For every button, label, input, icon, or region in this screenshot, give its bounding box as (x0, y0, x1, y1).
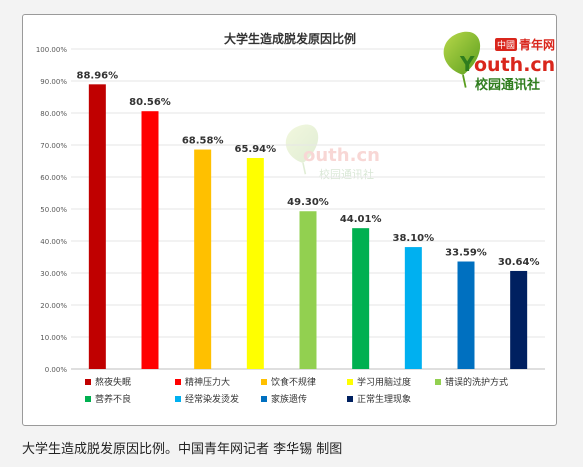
data-label: 44.01% (340, 214, 382, 225)
data-label: 49.30% (287, 197, 329, 208)
logo-domain: outh.cn (474, 54, 555, 76)
y-tick-label: 0.00% (45, 366, 68, 374)
legend-label: 精神压力大 (185, 376, 230, 388)
y-tick-label: 90.00% (40, 78, 67, 86)
data-label: 68.58% (182, 136, 224, 147)
y-tick-label: 50.00% (40, 206, 67, 214)
leaf-stem (462, 74, 467, 88)
legend-swatch (435, 379, 441, 385)
logo-initial: Y (459, 52, 475, 76)
watermark-subtitle: 校园通讯社 (319, 167, 374, 181)
legend-swatch (85, 379, 91, 385)
y-tick-label: 100.00% (36, 46, 67, 54)
logo-badge (495, 38, 517, 51)
y-tick-label: 60.00% (40, 174, 67, 182)
data-label: 38.10% (393, 233, 435, 244)
bar (88, 84, 106, 369)
bar (246, 157, 264, 369)
legend-swatch (347, 379, 353, 385)
ginkgo-leaf-icon (443, 31, 481, 76)
chart-frame: outh.cn 校园通讯社 0.00% 10.00% 20.00% 30.00% 40.0… (22, 14, 557, 426)
logo-name: 青年网 (519, 37, 555, 52)
data-label: 65.94% (235, 144, 277, 155)
legend-swatch (261, 396, 267, 402)
legend-swatch (175, 396, 181, 402)
data-label: 80.56% (129, 97, 171, 108)
bar (457, 261, 475, 369)
legend-label: 营养不良 (95, 393, 131, 405)
bar (352, 228, 370, 369)
y-tick-label: 70.00% (40, 142, 67, 150)
legend-swatch (261, 379, 267, 385)
legend-label: 家族遗传 (271, 393, 307, 405)
data-label: 33.59% (445, 248, 487, 259)
bar (404, 247, 422, 369)
legend-swatch (175, 379, 181, 385)
y-tick-label: 20.00% (40, 302, 67, 310)
legend-swatch (347, 396, 353, 402)
legend-label: 正常生理现象 (357, 393, 411, 405)
legend-label: 错误的洗护方式 (445, 376, 508, 388)
bar (194, 149, 212, 369)
y-tick-label: 10.00% (40, 334, 67, 342)
y-tick-label: 30.00% (40, 270, 67, 278)
bar (510, 270, 528, 369)
y-tick-label: 40.00% (40, 238, 67, 246)
logo-subtitle: 校园通讯社 (475, 77, 540, 93)
logo-badge-text: 中國 (497, 39, 515, 51)
y-tick-label: 80.00% (40, 110, 67, 118)
watermark-domain: outh.cn (303, 145, 380, 166)
data-label: 30.64% (498, 257, 540, 268)
legend-label: 经常染发烫发 (185, 393, 239, 405)
figure-caption: 大学生造成脱发原因比例。中国青年网记者 李华锡 制图 (22, 442, 343, 457)
bar (299, 211, 317, 369)
legend-label: 学习用脑过度 (357, 376, 411, 388)
bar (141, 111, 159, 369)
legend-label: 饮食不规律 (271, 376, 316, 388)
data-label: 88.96% (77, 70, 119, 81)
leaf-stem (302, 162, 307, 175)
chart-title: 大学生造成脱发原因比例 (224, 31, 356, 46)
legend-swatch (85, 396, 91, 402)
ginkgo-leaf-icon (285, 124, 319, 163)
legend-label: 熬夜失眠 (95, 376, 131, 388)
